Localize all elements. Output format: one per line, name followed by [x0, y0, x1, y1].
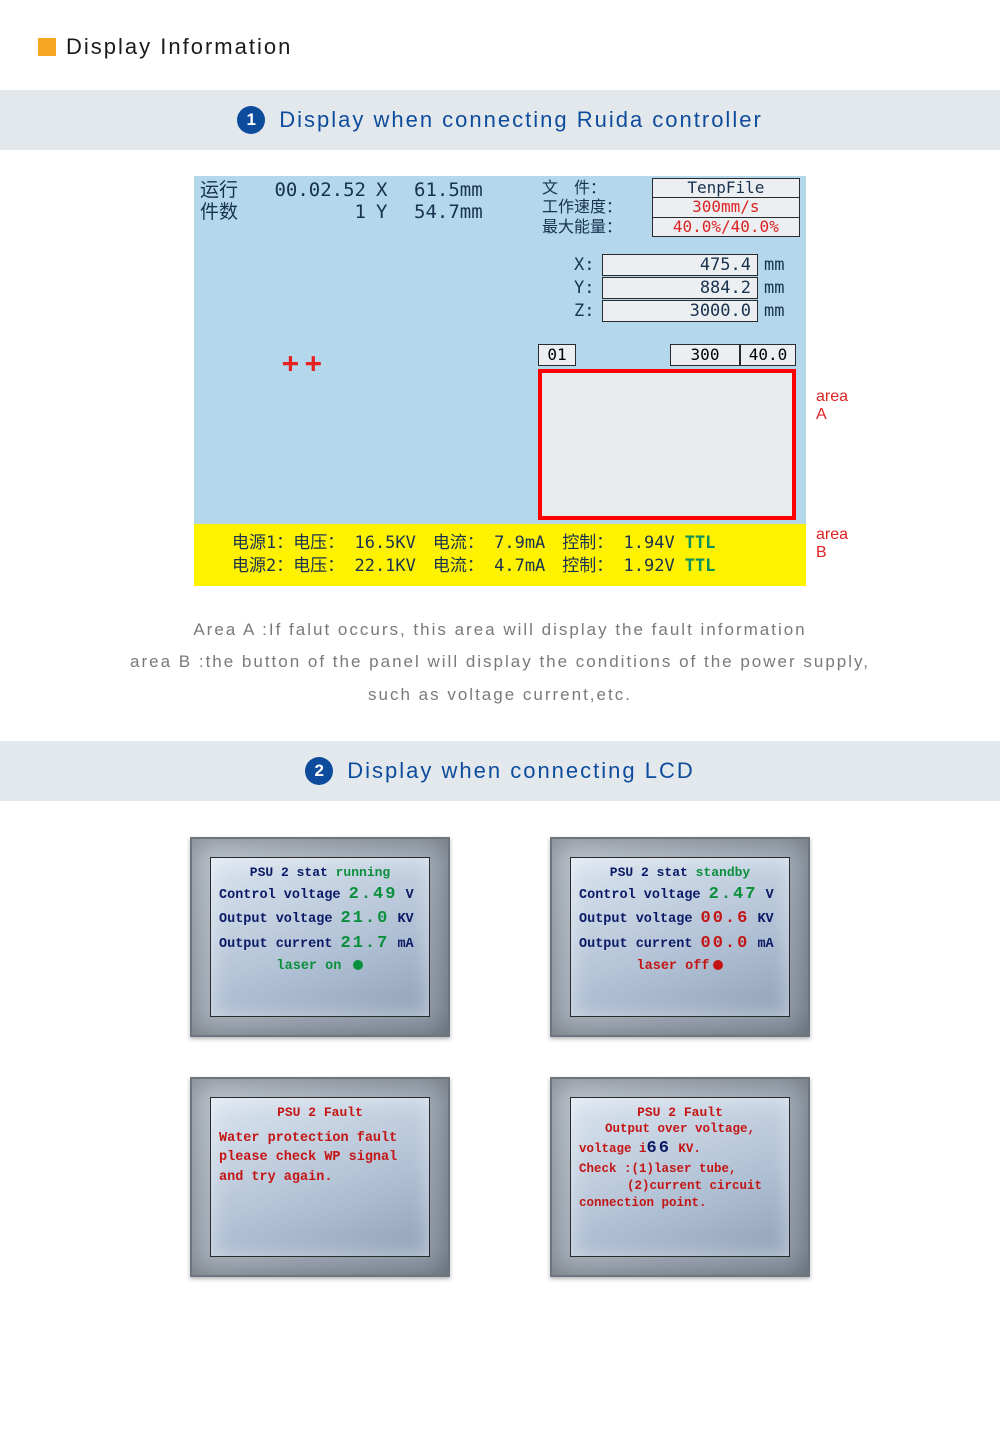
lcd1-state: standby [696, 865, 751, 880]
lcd0-r2-unit: mA [397, 937, 413, 952]
lcd3-l4: (2)current circuit [579, 1178, 781, 1195]
lcd1-r1-label: Output voltage [579, 912, 701, 927]
desc-line-3: such as voltage current,etc. [60, 679, 940, 711]
lcd-panel-fault-water: PSU 2 Fault Water protection fault pleas… [190, 1077, 450, 1277]
run-value: 00.02.52 [256, 180, 376, 202]
lcd3-l2b: 66 [647, 1139, 671, 1158]
lcd1-r2-label: Output current [579, 937, 701, 952]
lcd1-laser: laser off [637, 959, 710, 974]
lcd2-b0: Water protection fault [219, 1129, 421, 1149]
ruida-top-right: 文 件： TenpFile 工作速度： 300mm/s 最大能量： 40.0%/… [538, 176, 806, 228]
speed-label: 工作速度： [540, 198, 652, 217]
lcd3-l5: connection point. [579, 1195, 781, 1212]
indexbar-c2: 300 [670, 344, 740, 366]
lcd0-laser: laser on [277, 959, 342, 974]
lcd0-r1-val: 21.0 [341, 909, 390, 928]
lcd0-r1-label: Output voltage [219, 912, 341, 927]
count-value: 1 [256, 202, 376, 224]
xyz-y-label: Y: [542, 278, 602, 298]
lcd0-r2-label: Output current [219, 937, 341, 952]
run-label: 运行 [200, 180, 256, 202]
lcd1-r2-val: 00.0 [701, 934, 750, 953]
lcd2-b2: and try again. [219, 1168, 421, 1188]
lcd0-dot-icon [353, 960, 363, 970]
crosshair-icon: ++ [282, 346, 328, 379]
lcd0-r0-unit: V [406, 888, 414, 903]
section-1-title: Display when connecting Ruida controller [279, 107, 763, 133]
lcd1-r1-unit: KV [757, 912, 773, 927]
section-2-title: Display when connecting LCD [347, 758, 695, 784]
xyz-z-unit: mm [758, 301, 796, 321]
ruida-top-left: 运行 00.02.52 X 61.5mm 件数 1 Y 54.7mm [194, 176, 538, 228]
lcd0-r0-label: Control voltage [219, 888, 341, 903]
lcd3-l2a: voltage i [579, 1142, 647, 1156]
x-value: 61.5mm [414, 180, 509, 202]
ruida-xyz: X:475.4mm Y:884.2mm Z:3000.0mm [542, 254, 796, 323]
area-b-label: area B [816, 526, 848, 562]
xyz-x-label: X: [542, 255, 602, 275]
lcd1-r2-unit: mA [757, 937, 773, 952]
y-label: Y [376, 202, 414, 224]
area-b-ttl2: TTL [675, 556, 716, 576]
power-value: 40.0%/40.0% [652, 217, 799, 236]
lcd-panel-fault-ov: PSU 2 Fault Output over voltage, voltage… [550, 1077, 810, 1277]
ruida-display-wrap: 运行 00.02.52 X 61.5mm 件数 1 Y 54.7mm 文 件： … [194, 176, 806, 586]
section-1-banner: 1 Display when connecting Ruida controll… [0, 90, 1000, 150]
xyz-y-unit: mm [758, 278, 796, 298]
lcd1-r0-unit: V [766, 888, 774, 903]
area-a-label: area A [816, 388, 848, 424]
lcd3-l3: Check :(1)laser tube, [579, 1161, 781, 1178]
ruida-area-b: 电源1：电压： 16.5KV 电流： 7.9mA 控制： 1.94VTTL 电源… [194, 524, 806, 586]
lcd0-header: PSU 2 stat [250, 865, 336, 880]
lcd3-l2c: KV. [671, 1142, 701, 1156]
desc-line-1: Area A :If falut occurs, this area will … [60, 614, 940, 646]
area-b-ttl1: TTL [675, 533, 716, 553]
lcd1-r0-label: Control voltage [579, 888, 701, 903]
count-label: 件数 [200, 202, 256, 224]
xyz-z-value: 3000.0 [602, 300, 758, 322]
lcd3-header: PSU 2 Fault [637, 1105, 723, 1120]
desc-line-2: area B :the button of the panel will dis… [60, 646, 940, 678]
lcd0-r1-unit: KV [397, 912, 413, 927]
lcd2-b1: please check WP signal [219, 1148, 421, 1168]
indexbar-c3: 40.0 [740, 344, 796, 366]
lcd2-header: PSU 2 Fault [277, 1105, 363, 1120]
file-value: TenpFile [652, 179, 799, 198]
lcd0-r2-val: 21.7 [341, 934, 390, 953]
lcd0-state: running [336, 865, 391, 880]
xyz-x-value: 475.4 [602, 254, 758, 276]
speed-value: 300mm/s [652, 198, 799, 217]
page-header: Display Information [0, 0, 1000, 80]
ruida-area-a [538, 369, 796, 520]
lcd1-r1-val: 00.6 [701, 909, 750, 928]
xyz-x-unit: mm [758, 255, 796, 275]
file-label: 文 件： [540, 179, 652, 198]
section-1-desc: Area A :If falut occurs, this area will … [60, 614, 940, 711]
bullet-icon [38, 38, 56, 56]
ruida-indexbar: 01 300 40.0 [538, 344, 796, 366]
lcd3-l1: Output over voltage, [579, 1121, 781, 1138]
area-b-line1: 电源1：电压： 16.5KV 电流： 7.9mA 控制： 1.94V [232, 533, 675, 553]
area-b-line2: 电源2：电压： 22.1KV 电流： 4.7mA 控制： 1.92V [232, 556, 675, 576]
ruida-display: 运行 00.02.52 X 61.5mm 件数 1 Y 54.7mm 文 件： … [194, 176, 806, 586]
y-value: 54.7mm [414, 202, 509, 224]
xyz-y-value: 884.2 [602, 277, 758, 299]
indexbar-c1: 01 [538, 344, 576, 366]
lcd-panel-running: PSU 2 stat running Control voltage 2.49 … [190, 837, 450, 1037]
lcd1-header: PSU 2 stat [610, 865, 696, 880]
lcd1-dot-icon [713, 960, 723, 970]
section-1-number: 1 [237, 106, 265, 134]
xyz-z-label: Z: [542, 301, 602, 321]
x-label: X [376, 180, 414, 202]
lcd-panel-standby: PSU 2 stat standby Control voltage 2.47 … [550, 837, 810, 1037]
lcd1-r0-val: 2.47 [709, 885, 758, 904]
lcd0-r0-val: 2.49 [349, 885, 398, 904]
power-label: 最大能量： [540, 217, 652, 236]
lcd-grid: PSU 2 stat running Control voltage 2.49 … [0, 837, 1000, 1277]
page-title: Display Information [66, 34, 292, 60]
section-2-number: 2 [305, 757, 333, 785]
section-2-banner: 2 Display when connecting LCD [0, 741, 1000, 801]
